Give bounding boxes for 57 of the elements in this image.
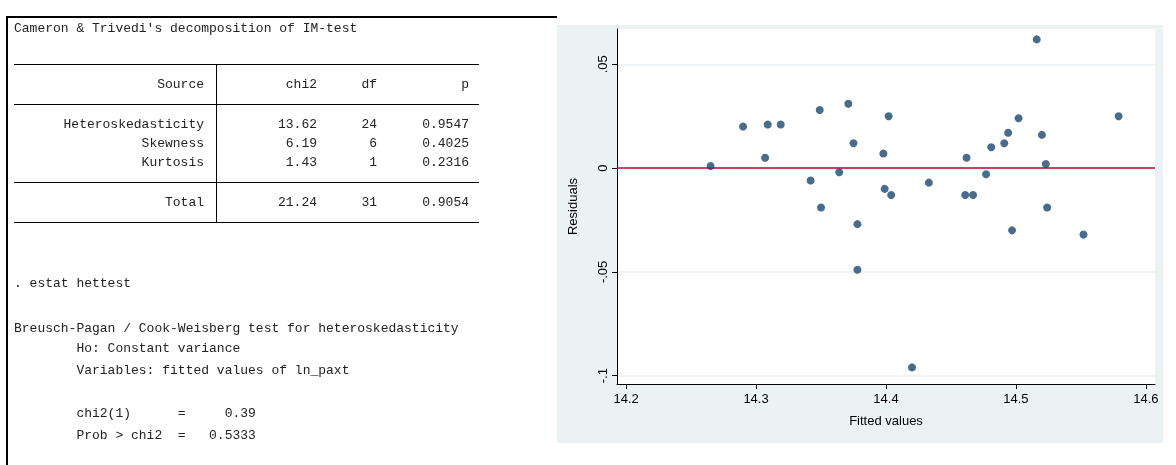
point — [763, 120, 772, 129]
point — [1008, 226, 1017, 235]
point — [817, 203, 826, 212]
point — [1114, 112, 1123, 121]
text: . estat hettest — [14, 276, 132, 291]
point — [961, 191, 970, 200]
point — [887, 191, 896, 200]
point — [844, 99, 853, 108]
y-tick-label: -.05 — [595, 260, 610, 284]
point — [908, 363, 916, 372]
point — [1043, 203, 1052, 212]
point — [1041, 159, 1050, 168]
point — [1000, 139, 1009, 148]
y-tick-label: 0 — [595, 164, 610, 172]
text: Source chi2 df p — [157, 77, 469, 92]
text: Skewness 6.19 6 0.4025 — [141, 136, 469, 151]
point — [761, 153, 770, 162]
x-tick-label: 14.6 — [1133, 391, 1159, 406]
y-tick-label: -.1 — [595, 368, 610, 384]
point — [1079, 230, 1088, 239]
text: Prob > chi2 = 0.5333 — [75, 428, 256, 443]
point — [1014, 114, 1023, 123]
text: Kurtosis 1.43 1 0.2316 — [141, 155, 469, 170]
x-tick-label: 14.4 — [873, 391, 899, 406]
point — [849, 139, 858, 148]
x-tick-label: 14.5 — [1003, 391, 1029, 406]
point — [982, 170, 991, 179]
y-axis-title: Residuals — [565, 177, 580, 236]
point — [880, 184, 889, 193]
text: Variables: fitted values of ln_paxt — [75, 363, 350, 378]
text: Heteroskedasticity 13.62 24 0.9547 — [63, 117, 469, 132]
text: Cameron & Trivedi's decomposition of IM-test — [14, 21, 358, 36]
point — [969, 191, 978, 200]
point — [815, 105, 824, 114]
point — [1004, 128, 1013, 137]
point — [1037, 130, 1046, 139]
y-tick-label: .05 — [595, 55, 610, 74]
text: Breusch-Pagan / Cook-Weisberg test for heteroskedasticity — [14, 321, 459, 336]
point — [987, 143, 996, 152]
point — [853, 265, 862, 274]
point — [1032, 35, 1041, 44]
point — [924, 178, 933, 187]
point — [776, 120, 785, 129]
point — [806, 176, 815, 185]
point — [962, 153, 971, 162]
text: Total 21.24 31 0.9054 — [164, 195, 469, 210]
text: Ho: Constant variance — [75, 341, 241, 356]
text: chi2(1) = 0.39 — [75, 406, 256, 421]
x-tick-label: 14.2 — [613, 391, 639, 406]
point — [853, 220, 862, 229]
point — [706, 162, 715, 171]
point — [739, 122, 748, 131]
x-tick-label: 14.3 — [743, 391, 769, 406]
point — [879, 149, 888, 158]
point — [835, 168, 844, 177]
point — [884, 112, 893, 121]
x-axis-title: Fitted values — [849, 413, 924, 428]
